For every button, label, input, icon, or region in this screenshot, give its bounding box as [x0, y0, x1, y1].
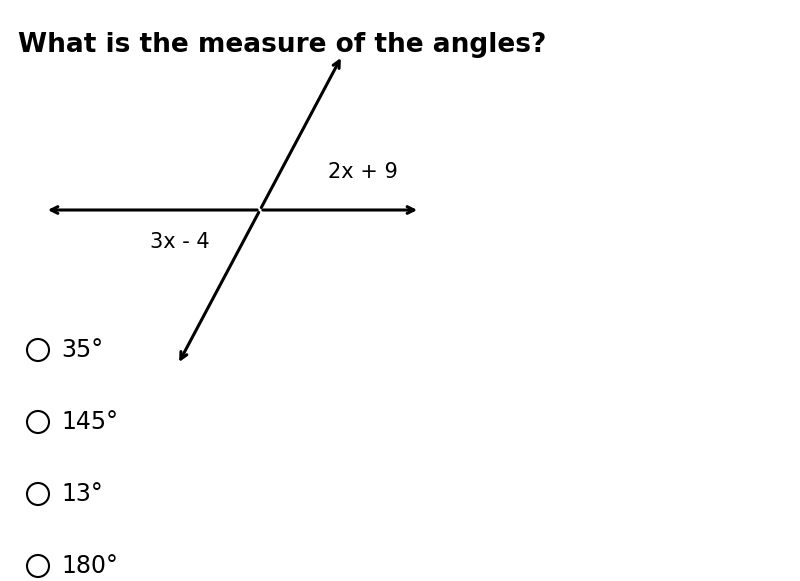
Text: 13°: 13°: [61, 482, 102, 506]
Text: 180°: 180°: [61, 554, 118, 578]
Text: 2x + 9: 2x + 9: [328, 162, 398, 182]
Text: 35°: 35°: [61, 338, 103, 362]
Text: What is the measure of the angles?: What is the measure of the angles?: [18, 32, 546, 58]
Text: 3x - 4: 3x - 4: [150, 232, 210, 252]
Text: 145°: 145°: [61, 410, 118, 434]
